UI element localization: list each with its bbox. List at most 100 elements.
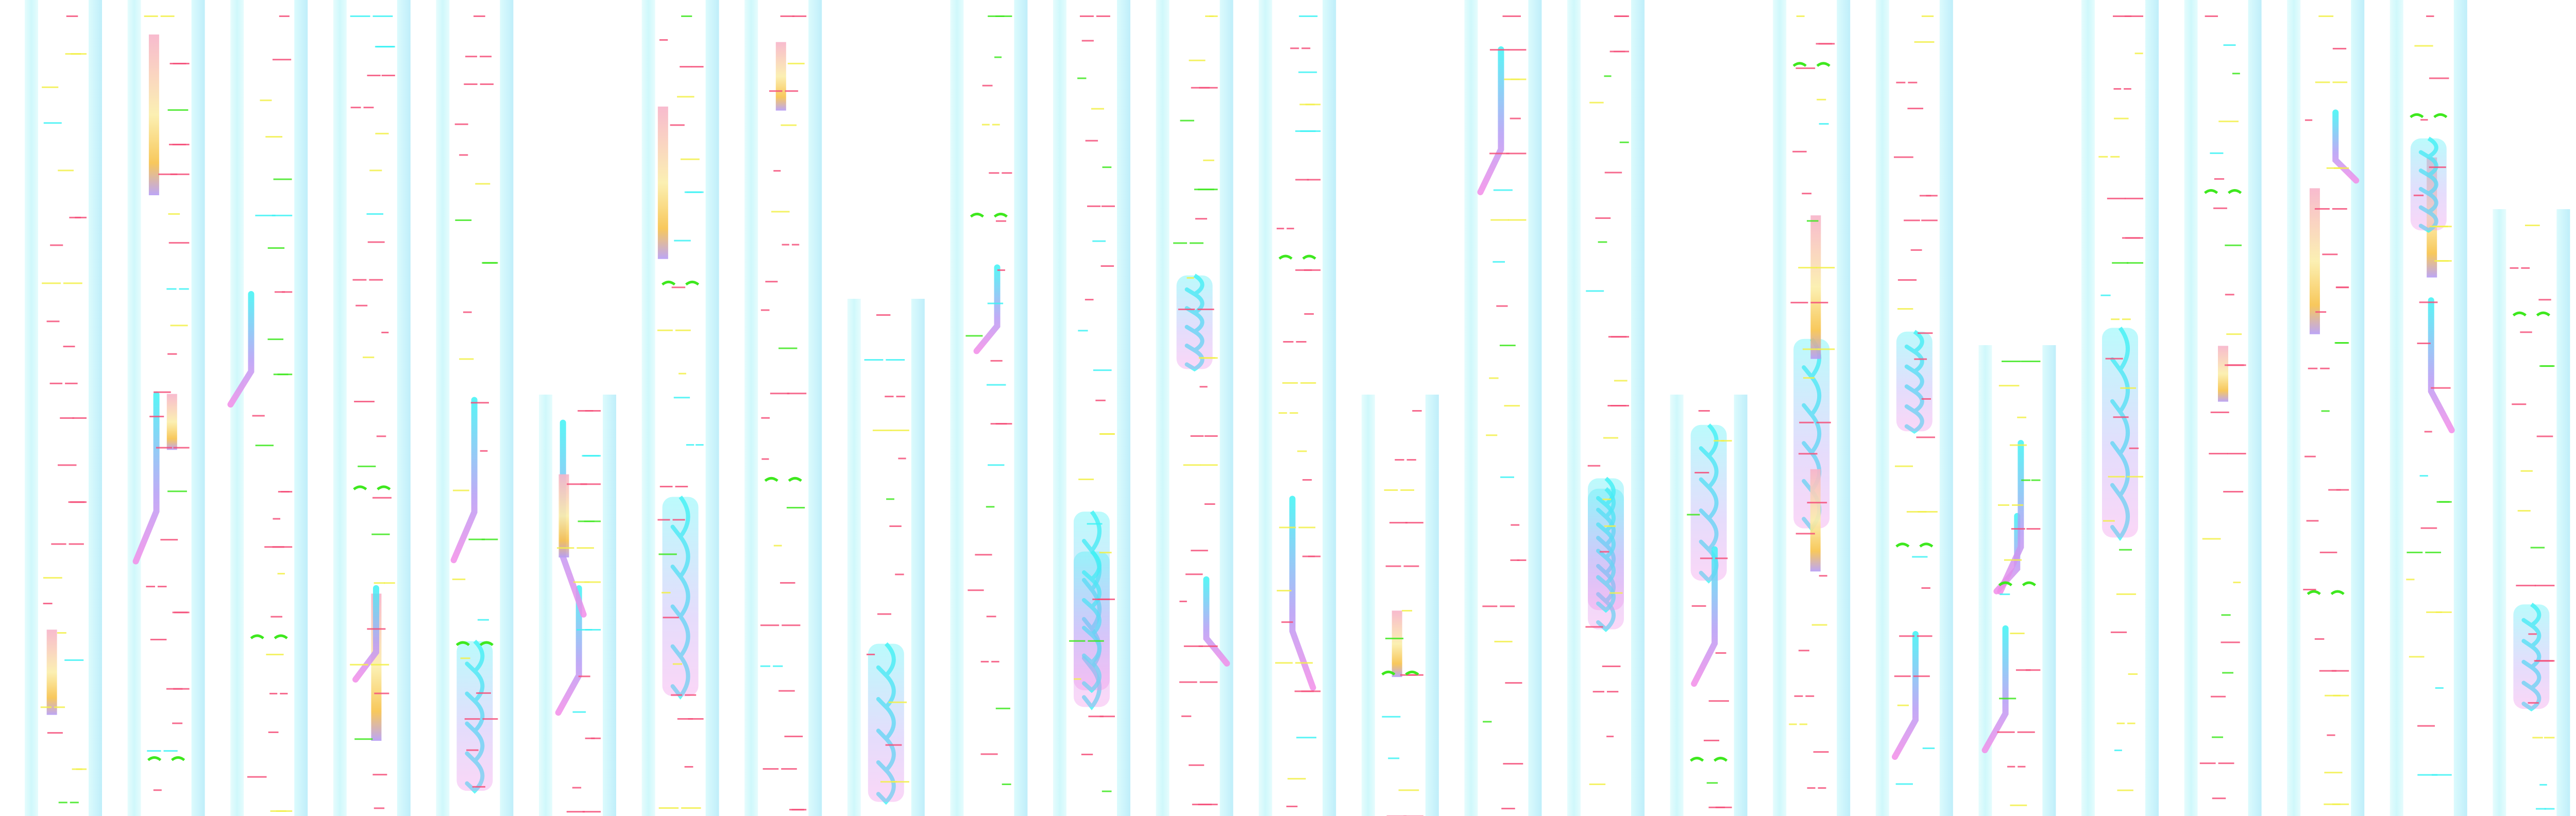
marker-dash [2417, 725, 2435, 727]
marker-dash [2011, 528, 2025, 530]
marker-dash [760, 309, 770, 311]
marker-dash [895, 573, 904, 575]
marker-dash [2227, 364, 2246, 366]
marker-dash [1276, 228, 1284, 230]
marker-dash [591, 737, 601, 739]
column-left-strip [1670, 395, 1684, 816]
green-pad [1278, 254, 1316, 260]
marker-dash [480, 56, 492, 58]
marker-dash [166, 288, 177, 290]
marker-dash [1694, 471, 1709, 473]
marker-dash [1807, 502, 1827, 504]
marker-dash [60, 417, 75, 419]
marker-dash [58, 802, 67, 804]
column-left-strip [744, 0, 758, 816]
marker-dash [1810, 301, 1828, 303]
marker-dash [71, 53, 87, 55]
marker-dash [2218, 762, 2234, 764]
marker-dash [1894, 465, 1913, 467]
stacked-block [558, 474, 569, 558]
marker-dash [367, 75, 381, 77]
marker-dash [2417, 343, 2431, 345]
marker-dash [2314, 208, 2330, 210]
marker-dash [2018, 766, 2026, 768]
marker-dash [1511, 524, 1520, 526]
marker-dash [43, 122, 62, 124]
marker-dash [785, 90, 799, 92]
marker-dash [980, 660, 989, 662]
trace-bend [227, 291, 255, 408]
marker-dash [46, 320, 60, 322]
trace-bend [1891, 631, 1919, 760]
column-right-strip [1219, 0, 1233, 816]
marker-dash [2308, 367, 2318, 369]
marker-dash [1304, 313, 1314, 315]
marker-dash [1589, 101, 1604, 104]
marker-dash [1190, 242, 1204, 244]
marker-dash [1599, 551, 1609, 553]
marker-dash [1500, 605, 1515, 607]
marker-dash [483, 262, 498, 264]
marker-dash [358, 465, 376, 467]
marker-dash [1088, 716, 1104, 718]
marker-dash [267, 338, 284, 341]
marker-dash [566, 811, 585, 813]
marker-dash [675, 486, 688, 488]
marker-dash [1913, 675, 1930, 677]
marker-dash [170, 173, 190, 175]
marker-dash [2331, 670, 2349, 672]
marker-dash [2212, 736, 2224, 738]
marker-dash [149, 416, 164, 418]
marker-dash [482, 718, 498, 720]
marker-dash [49, 382, 63, 384]
marker-dash [372, 774, 387, 776]
marker-dash [2426, 611, 2443, 613]
marker-dash [1388, 757, 1400, 759]
marker-dash [1287, 778, 1306, 780]
marker-dash [51, 543, 66, 545]
marker-dash [2210, 152, 2224, 154]
marker-dash [54, 706, 65, 708]
marker-dash [2544, 808, 2555, 810]
marker-dash [2332, 208, 2347, 210]
marker-dash [986, 506, 995, 508]
marker-dash [2438, 501, 2452, 503]
marker-dash [1300, 382, 1316, 384]
marker-dash [2328, 489, 2341, 491]
marker-dash [771, 211, 790, 213]
marker-dash [266, 654, 284, 656]
marker-dash [2199, 762, 2216, 764]
marker-dash [1278, 412, 1287, 414]
marker-dash [473, 15, 485, 17]
trace-wave-glow [456, 641, 493, 791]
marker-dash [780, 15, 794, 17]
marker-dash [675, 329, 691, 331]
marker-dash [1816, 267, 1835, 269]
marker-dash [769, 90, 783, 92]
marker-dash [69, 543, 84, 545]
column-right-strip [1014, 0, 1028, 816]
green-pad [970, 212, 1008, 218]
marker-dash [1897, 704, 1909, 706]
marker-dash [463, 311, 472, 313]
marker-dash [2315, 311, 2327, 313]
marker-dash [480, 450, 488, 452]
marker-dash [2431, 387, 2451, 389]
marker-dash [2125, 197, 2143, 199]
marker-dash [572, 711, 586, 713]
marker-dash [975, 554, 992, 556]
column-right-strip [2042, 345, 2056, 816]
marker-dash [2227, 453, 2246, 455]
marker-dash [480, 83, 494, 85]
green-pad [353, 485, 391, 490]
marker-dash [680, 66, 692, 68]
column-right-strip [1425, 395, 1439, 816]
column-left-strip [539, 395, 552, 816]
trace-wave-glow [662, 497, 699, 696]
marker-dash [1403, 565, 1419, 567]
marker-dash [2210, 695, 2226, 698]
column-left-strip [950, 0, 964, 816]
marker-dash [1302, 479, 1312, 481]
marker-dash [1298, 526, 1316, 529]
marker-dash [2209, 453, 2228, 455]
